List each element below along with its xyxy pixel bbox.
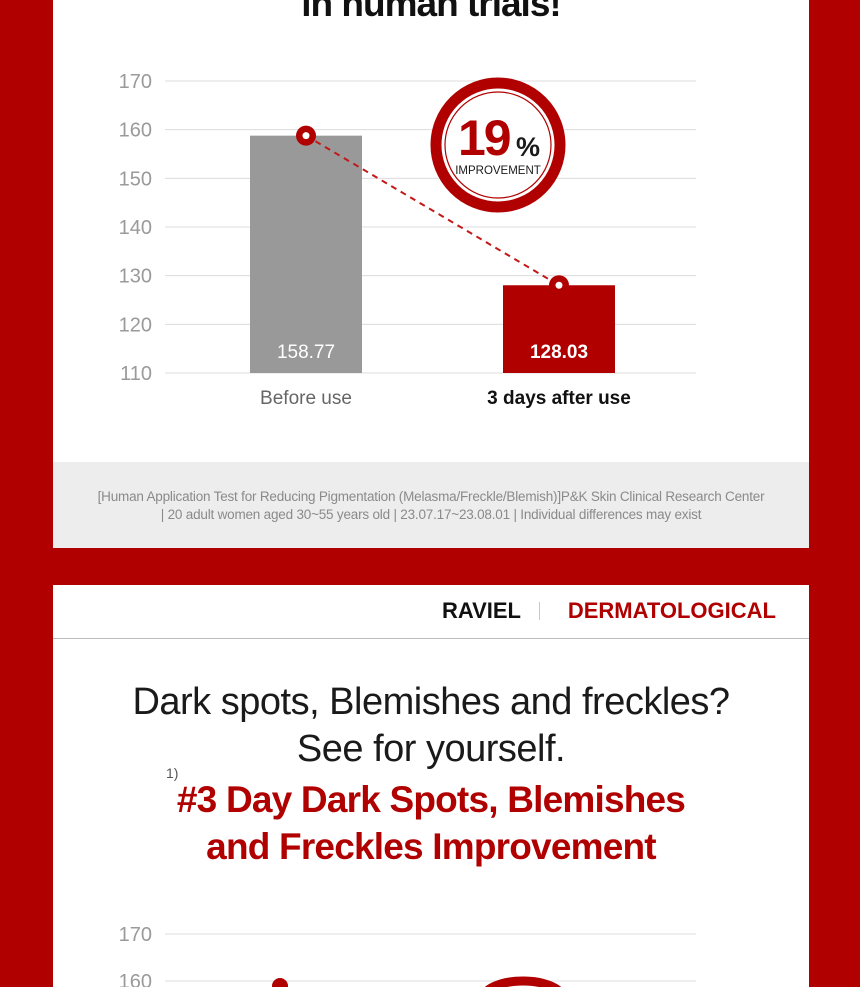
highlight-line-2: and Freckles Improvement bbox=[206, 826, 656, 867]
dermatological-card: RAVIEL DERMATOLOGICAL Dark spots, Blemis… bbox=[53, 585, 809, 987]
subtitle-line-2: See for yourself. bbox=[296, 728, 566, 770]
footnote-marker: 1) bbox=[166, 765, 179, 781]
brand-divider bbox=[539, 602, 540, 620]
y-tick-label: 130 bbox=[119, 266, 152, 288]
bar-value-label: 128.03 bbox=[530, 342, 588, 363]
partial-badge bbox=[484, 976, 562, 987]
bar-1 bbox=[250, 135, 362, 373]
data-point-center bbox=[555, 281, 563, 289]
brand-name: RAVIEL bbox=[441, 598, 521, 623]
subtitle-line-1: Dark spots, Blemishes and freckles? bbox=[132, 681, 730, 723]
y-tick-label: 170 bbox=[119, 924, 152, 946]
y-tick-label: 160 bbox=[119, 971, 152, 987]
y-tick-label: 160 bbox=[119, 120, 152, 142]
improvement-badge: 19 % IMPROVEMENT bbox=[430, 77, 566, 213]
y-tick-label: 140 bbox=[119, 217, 152, 239]
bar-value-label: 158.77 bbox=[277, 342, 335, 363]
x-category-label: Before use bbox=[260, 388, 352, 409]
badge-label: IMPROVEMENT bbox=[455, 165, 541, 177]
bar-chart-2: 170 160 bbox=[119, 924, 696, 987]
x-category-label: 3 days after use bbox=[487, 388, 631, 409]
brand-bar: RAVIEL DERMATOLOGICAL bbox=[53, 585, 809, 639]
results-card: in human trials! 170 160 150 140 130 120 110 1… bbox=[53, 0, 809, 548]
footnote-line-2: | 20 adult women aged 30~55 years old | … bbox=[160, 507, 702, 522]
partial-data-point bbox=[272, 978, 288, 987]
bar-chart: 170 160 150 140 130 120 110 158.77 128.03 Befor… bbox=[119, 71, 696, 409]
highlight-line-1: #3 Day Dark Spots, Blemishes bbox=[176, 779, 686, 820]
badge-value: 19 bbox=[458, 110, 510, 166]
badge-unit: % bbox=[516, 132, 540, 162]
footnote-line-1: [Human Application Test for Reducing Pig… bbox=[97, 489, 765, 504]
brand-tag: DERMATOLOGICAL bbox=[567, 598, 776, 623]
data-point-center bbox=[302, 132, 310, 140]
study-footnote: [Human Application Test for Reducing Pig… bbox=[53, 462, 809, 548]
y-tick-label: 110 bbox=[120, 363, 152, 385]
y-tick-label: 150 bbox=[119, 168, 152, 190]
y-tick-label: 170 bbox=[119, 71, 152, 93]
bar-2 bbox=[503, 285, 615, 373]
section-headline: in human trials! bbox=[301, 0, 561, 24]
trend-line bbox=[305, 134, 560, 287]
y-tick-label: 120 bbox=[119, 314, 152, 336]
